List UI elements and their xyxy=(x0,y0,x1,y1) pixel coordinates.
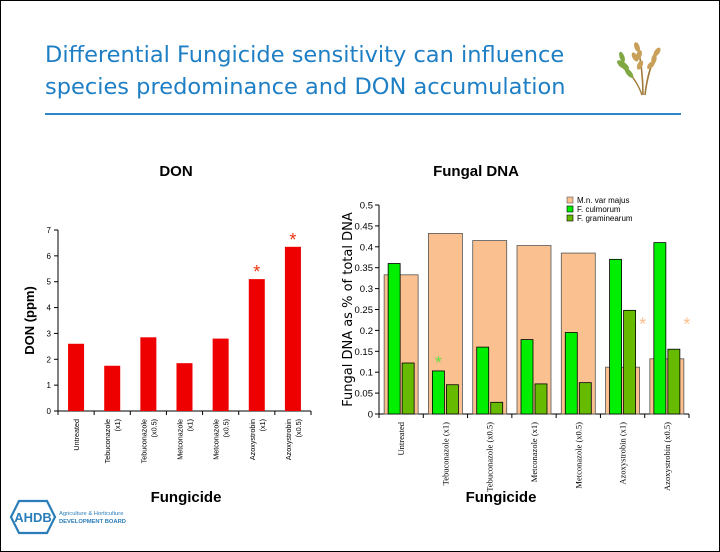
don-category-label: Tebuconazole xyxy=(103,419,112,463)
don-significance-marker: * xyxy=(253,262,260,282)
don-category-label: (x1) xyxy=(258,419,267,431)
dna-bar-graminearum xyxy=(578,382,592,415)
don-chart-title: DON xyxy=(159,163,193,180)
don-y-tick-label: 7 xyxy=(47,226,52,235)
don-y-tick-label: 0 xyxy=(47,407,52,416)
don-x-axis-title: Fungicide xyxy=(150,489,222,506)
don-y-axis-title: DON (ppm) xyxy=(22,286,37,355)
don-category-label: Metconazole xyxy=(212,419,221,460)
dna-category-label: Metconazole (x1) xyxy=(529,422,539,482)
dna-legend-label: F. culmorum xyxy=(577,205,621,214)
don-category-label: (x0.5) xyxy=(222,419,231,437)
dna-significance-marker: * xyxy=(639,314,646,334)
dna-bar-culmorum xyxy=(609,258,622,415)
don-category-label: (x0.5) xyxy=(294,419,303,437)
dna-y-axis-title: Fungal DNA as % of total DNA xyxy=(341,212,356,407)
don-significance-marker: * xyxy=(289,230,296,250)
don-category-label: Azoxystrobin xyxy=(284,419,293,460)
dna-bar-graminearum xyxy=(490,401,504,415)
slide-title: Differential Fungicide sensitivity can i… xyxy=(45,39,605,103)
dna-bar-culmorum xyxy=(564,332,578,415)
don-category-label: (x0.5) xyxy=(149,419,158,437)
title-underline xyxy=(45,113,681,115)
don-category-label: (x1) xyxy=(186,419,195,431)
dna-category-label: Azoxystrobin (x0.5) xyxy=(662,422,672,491)
don-y-tick-label: 1 xyxy=(47,381,52,390)
don-bar xyxy=(176,363,193,411)
dna-y-tick-label: 0.05 xyxy=(355,389,374,400)
dna-legend-swatch xyxy=(566,196,574,204)
dna-bar-culmorum xyxy=(432,370,445,415)
don-y-tick-label: 4 xyxy=(47,304,52,313)
dna-bar-graminearum xyxy=(534,383,548,415)
dna-legend-swatch xyxy=(566,214,574,222)
dna-y-tick-label: 0.15 xyxy=(355,347,374,358)
dna-bar-graminearum xyxy=(446,384,459,415)
dna-legend-label: M.n. var majus xyxy=(577,196,629,205)
dna-y-tick-label: 0.3 xyxy=(360,284,373,295)
dna-bar-graminearum xyxy=(667,348,681,415)
don-y-tick-label: 5 xyxy=(47,278,52,287)
dna-category-label: Metconazole (x0.5) xyxy=(573,422,583,489)
don-category-label: Untreated xyxy=(72,419,81,451)
don-bar xyxy=(212,338,229,411)
dna-legend-label: F. graminearum xyxy=(577,214,633,223)
dna-bar-culmorum xyxy=(476,346,490,415)
don-y-tick-label: 2 xyxy=(47,355,52,364)
dna-x-axis-title: Fungicide xyxy=(465,489,537,506)
dna-significance-marker: * xyxy=(683,314,690,334)
don-category-label: Tebuconazole xyxy=(139,419,148,463)
dna-bar-graminearum xyxy=(401,362,415,415)
ahdb-logo: AHDB Agriculture & Horticulture DEVELOPM… xyxy=(9,499,126,535)
dna-y-tick-label: 0.45 xyxy=(355,221,374,232)
dna-y-tick-label: 0.5 xyxy=(360,201,373,212)
wheat-icon xyxy=(617,42,661,96)
dna-bar-culmorum xyxy=(520,339,534,415)
dna-y-tick-label: 0.25 xyxy=(355,305,374,316)
don-bar xyxy=(248,279,265,411)
don-bar xyxy=(140,337,157,411)
dna-bar-graminearum xyxy=(623,309,636,415)
logo-line-1: Agriculture & Horticulture xyxy=(59,511,123,517)
dna-bar-culmorum xyxy=(653,242,667,415)
don-category-label: (x1) xyxy=(113,419,122,431)
dna-category-label: Azoxystrobin (x1) xyxy=(618,422,628,485)
dna-y-tick-label: 0.1 xyxy=(360,368,373,379)
don-bar xyxy=(104,365,121,411)
slide-title-line-1: Differential Fungicide sensitivity can i… xyxy=(45,42,565,68)
dna-bar-culmorum xyxy=(387,263,401,415)
dna-y-tick-label: 0 xyxy=(368,410,373,421)
slide-title-line-2: species predominance and DON accumulatio… xyxy=(45,74,566,100)
dna-y-tick-label: 0.35 xyxy=(355,263,374,274)
don-y-tick-label: 3 xyxy=(47,329,52,338)
dna-legend-swatch xyxy=(566,205,574,213)
don-category-label: Metconazole xyxy=(176,419,185,460)
don-category-label: Azoxystrobin xyxy=(248,419,257,460)
don-y-tick-label: 6 xyxy=(47,252,52,261)
dna-y-tick-label: 0.2 xyxy=(360,326,373,337)
dna-significance-marker: * xyxy=(435,353,442,373)
don-bar xyxy=(284,246,301,411)
logo-name: AHDB xyxy=(14,510,52,525)
dna-chart-title: Fungal DNA xyxy=(433,163,519,180)
dna-category-label: Tebuconazole (x0.5) xyxy=(485,422,495,492)
don-bar xyxy=(68,343,85,411)
dna-category-label: Untreated xyxy=(396,421,406,455)
dna-category-label: Tebuconazole (x1) xyxy=(440,422,450,486)
dna-y-tick-label: 0.4 xyxy=(360,242,373,253)
logo-line-2: DEVELOPMENT BOARD xyxy=(59,519,126,525)
